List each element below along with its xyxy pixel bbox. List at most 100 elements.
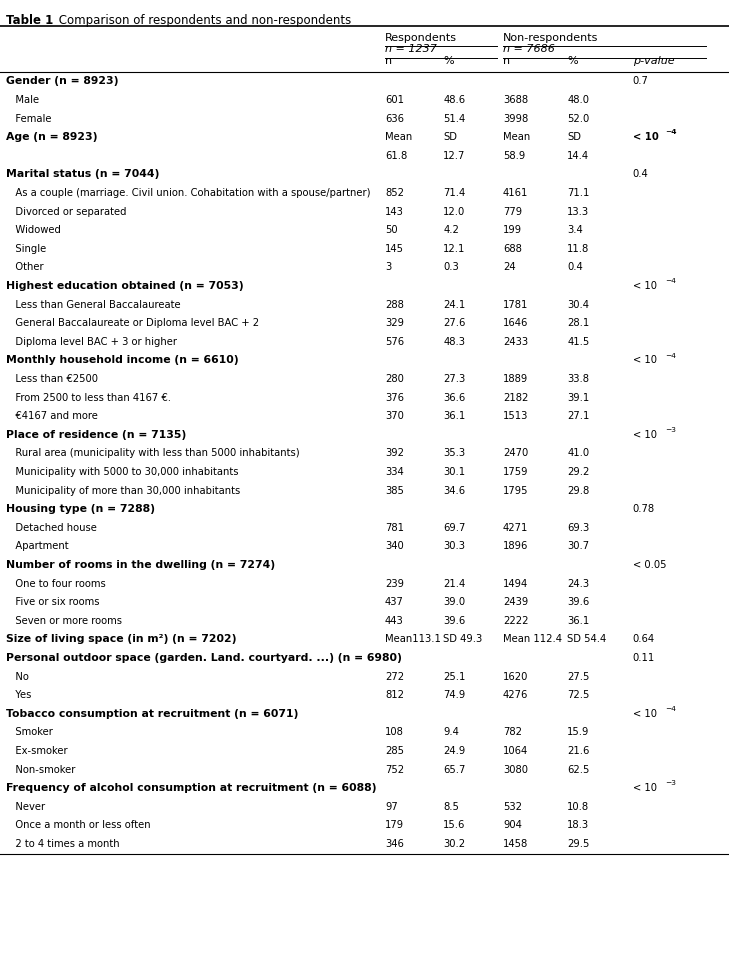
Text: 199: 199 xyxy=(503,225,522,234)
Text: 782: 782 xyxy=(503,726,522,737)
Text: 0.3: 0.3 xyxy=(443,262,459,272)
Text: 39.1: 39.1 xyxy=(567,392,590,402)
Text: Age (n = 8923): Age (n = 8923) xyxy=(6,132,98,142)
Text: Single: Single xyxy=(6,243,46,253)
Text: 1781: 1781 xyxy=(503,299,529,309)
Text: Frequency of alcohol consumption at recruitment (n = 6088): Frequency of alcohol consumption at recr… xyxy=(6,782,376,792)
Text: Number of rooms in the dwelling (n = 7274): Number of rooms in the dwelling (n = 727… xyxy=(6,559,275,569)
Text: 370: 370 xyxy=(385,411,404,420)
Text: Mean113.1: Mean113.1 xyxy=(385,634,441,643)
Text: 10.8: 10.8 xyxy=(567,801,589,811)
Text: Five or six rooms: Five or six rooms xyxy=(6,597,99,606)
Text: One to four rooms: One to four rooms xyxy=(6,578,106,588)
Text: Widowed: Widowed xyxy=(6,225,61,234)
Text: 1896: 1896 xyxy=(503,540,529,551)
Text: 52.0: 52.0 xyxy=(567,113,590,123)
Text: 28.1: 28.1 xyxy=(567,317,590,328)
Text: 41.5: 41.5 xyxy=(567,336,590,346)
Text: 30.3: 30.3 xyxy=(443,540,465,551)
Text: 24.1: 24.1 xyxy=(443,299,466,309)
Text: n = 1237: n = 1237 xyxy=(385,44,437,53)
Text: Mean 112.4: Mean 112.4 xyxy=(503,634,562,643)
Text: 285: 285 xyxy=(385,745,404,755)
Text: 0.64: 0.64 xyxy=(633,634,655,643)
Text: Divorced or separated: Divorced or separated xyxy=(6,206,126,216)
Text: 143: 143 xyxy=(385,206,404,216)
Text: Non-smoker: Non-smoker xyxy=(6,763,75,774)
Text: 1494: 1494 xyxy=(503,578,529,588)
Text: 30.2: 30.2 xyxy=(443,838,465,848)
Text: General Baccalaureate or Diploma level BAC + 2: General Baccalaureate or Diploma level B… xyxy=(6,317,259,328)
Text: 12.0: 12.0 xyxy=(443,206,466,216)
Text: Monthly household income (n = 6610): Monthly household income (n = 6610) xyxy=(6,355,238,365)
Text: Male: Male xyxy=(6,94,39,105)
Text: Other: Other xyxy=(6,262,44,272)
Text: Mean: Mean xyxy=(503,132,530,142)
Text: Place of residence (n = 7135): Place of residence (n = 7135) xyxy=(6,429,186,439)
Text: %: % xyxy=(567,56,578,66)
Text: 3688: 3688 xyxy=(503,94,528,105)
Text: Diploma level BAC + 3 or higher: Diploma level BAC + 3 or higher xyxy=(6,336,177,346)
Text: 9.4: 9.4 xyxy=(443,726,459,737)
Text: 4.2: 4.2 xyxy=(443,225,459,234)
Text: Respondents: Respondents xyxy=(385,33,457,43)
Text: 1458: 1458 xyxy=(503,838,529,848)
Text: 72.5: 72.5 xyxy=(567,689,590,700)
Text: 36.6: 36.6 xyxy=(443,392,466,402)
Text: Yes: Yes xyxy=(6,689,31,700)
Text: 11.8: 11.8 xyxy=(567,243,590,253)
Text: 39.6: 39.6 xyxy=(567,597,590,606)
Text: 27.5: 27.5 xyxy=(567,671,590,680)
Text: 71.4: 71.4 xyxy=(443,188,466,197)
Text: Seven or more rooms: Seven or more rooms xyxy=(6,615,122,625)
Text: SD: SD xyxy=(567,132,581,142)
Text: 15.6: 15.6 xyxy=(443,820,466,829)
Text: 62.5: 62.5 xyxy=(567,763,590,774)
Text: 69.7: 69.7 xyxy=(443,522,466,532)
Text: 376: 376 xyxy=(385,392,404,402)
Text: < 10: < 10 xyxy=(633,280,657,291)
Text: SD 54.4: SD 54.4 xyxy=(567,634,607,643)
Text: 61.8: 61.8 xyxy=(385,151,408,160)
Text: −4: −4 xyxy=(665,705,676,711)
Text: Rural area (municipality with less than 5000 inhabitants): Rural area (municipality with less than … xyxy=(6,448,300,457)
Text: 4161: 4161 xyxy=(503,188,529,197)
Text: 443: 443 xyxy=(385,615,404,625)
Text: Gender (n = 8923): Gender (n = 8923) xyxy=(6,76,118,86)
Text: 0.11: 0.11 xyxy=(633,652,655,662)
Text: 601: 601 xyxy=(385,94,404,105)
Text: 25.1: 25.1 xyxy=(443,671,466,680)
Text: SD: SD xyxy=(443,132,457,142)
Text: 12.1: 12.1 xyxy=(443,243,466,253)
Text: 1620: 1620 xyxy=(503,671,529,680)
Text: No: No xyxy=(6,671,28,680)
Text: −4: −4 xyxy=(665,129,677,135)
Text: 272: 272 xyxy=(385,671,404,680)
Text: 1064: 1064 xyxy=(503,745,529,755)
Text: 0.78: 0.78 xyxy=(633,503,655,514)
Text: < 10: < 10 xyxy=(633,355,657,365)
Text: < 10: < 10 xyxy=(633,132,658,142)
Text: 904: 904 xyxy=(503,820,522,829)
Text: n: n xyxy=(503,56,510,66)
Text: 33.8: 33.8 xyxy=(567,374,589,383)
Text: 36.1: 36.1 xyxy=(567,615,590,625)
Text: −3: −3 xyxy=(665,780,676,785)
Text: 2 to 4 times a month: 2 to 4 times a month xyxy=(6,838,120,848)
Text: 145: 145 xyxy=(385,243,404,253)
Text: 779: 779 xyxy=(503,206,522,216)
Text: 0.4: 0.4 xyxy=(633,169,649,179)
Text: 34.6: 34.6 xyxy=(443,485,465,495)
Text: 30.7: 30.7 xyxy=(567,540,589,551)
Text: 48.6: 48.6 xyxy=(443,94,465,105)
Text: Smoker: Smoker xyxy=(6,726,52,737)
Text: 1759: 1759 xyxy=(503,466,529,476)
Text: 2439: 2439 xyxy=(503,597,529,606)
Text: Municipality of more than 30,000 inhabitants: Municipality of more than 30,000 inhabit… xyxy=(6,485,240,495)
Text: Less than General Baccalaureate: Less than General Baccalaureate xyxy=(6,299,181,309)
Text: 13.3: 13.3 xyxy=(567,206,589,216)
Text: n: n xyxy=(385,56,392,66)
Text: 39.0: 39.0 xyxy=(443,597,465,606)
Text: 58.9: 58.9 xyxy=(503,151,526,160)
Text: 51.4: 51.4 xyxy=(443,113,466,123)
